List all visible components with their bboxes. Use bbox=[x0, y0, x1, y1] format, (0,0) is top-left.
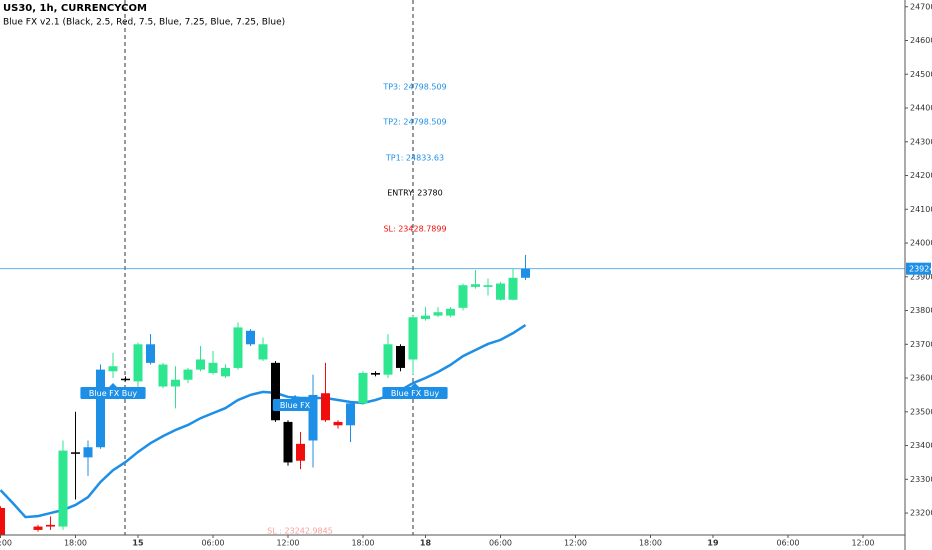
y-tick-label: 23900 bbox=[910, 272, 932, 281]
x-tick-label: 06:00 bbox=[776, 539, 799, 548]
x-tick-label: 12:00 bbox=[564, 539, 587, 548]
y-tick-label: 24400 bbox=[910, 104, 932, 113]
candle-body bbox=[508, 277, 518, 300]
y-tick-label: 24700 bbox=[910, 2, 932, 11]
candle-body bbox=[258, 344, 268, 360]
candle-body bbox=[0, 507, 5, 535]
candle-body bbox=[133, 344, 143, 382]
y-tick-label: 23300 bbox=[910, 475, 932, 484]
candle-body bbox=[371, 372, 380, 375]
candle-body bbox=[358, 372, 368, 404]
x-tick-label: 18:00 bbox=[639, 539, 662, 548]
x-tick-label: 18:00 bbox=[351, 539, 374, 548]
candle-body bbox=[96, 369, 105, 448]
candle-body bbox=[33, 526, 43, 530]
x-tick-label: 06:00 bbox=[489, 539, 512, 548]
candle-body bbox=[408, 317, 418, 360]
candle-body bbox=[146, 344, 155, 363]
candle-body bbox=[158, 364, 168, 387]
candle-body bbox=[333, 421, 343, 426]
candle-body bbox=[58, 450, 68, 527]
candle-body bbox=[246, 330, 255, 345]
annotation: TP3: 24798.509 bbox=[382, 83, 446, 92]
y-tick-label: 24000 bbox=[910, 239, 932, 248]
candle-body bbox=[121, 378, 130, 381]
last-price-label: 23924 bbox=[909, 265, 932, 274]
annotation: TP1: 24833.63 bbox=[385, 154, 444, 163]
x-tick-label: 15 bbox=[132, 539, 144, 548]
y-tick-label: 24300 bbox=[910, 137, 932, 146]
candle-body bbox=[308, 394, 318, 441]
y-tick-label: 23400 bbox=[910, 441, 932, 450]
candle-body bbox=[46, 524, 55, 527]
annotation: ENTRY: 23780 bbox=[387, 189, 442, 198]
candle-body bbox=[321, 393, 330, 421]
candle-body bbox=[271, 362, 280, 421]
y-tick-label: 23700 bbox=[910, 340, 932, 349]
candle-body bbox=[108, 366, 118, 372]
x-tick-label: 19 bbox=[707, 539, 719, 548]
y-tick-label: 24500 bbox=[910, 70, 932, 79]
candle-body bbox=[208, 362, 218, 373]
candle-body bbox=[283, 421, 293, 463]
moving-average bbox=[0, 324, 527, 519]
annotation: TP2: 24798.509 bbox=[382, 118, 446, 127]
y-tick-label: 23500 bbox=[910, 407, 932, 416]
signal-box bbox=[80, 387, 146, 399]
candle-body bbox=[71, 452, 80, 454]
annotation: SL: 23428.7899 bbox=[383, 225, 446, 234]
candle-body bbox=[383, 344, 393, 375]
candle-body bbox=[483, 285, 493, 287]
chart-subtitle: Blue FX v2.1 (Black, 2.5, Red, 7.5, Blue… bbox=[3, 18, 285, 28]
candle-body bbox=[233, 327, 243, 368]
signal-pointer bbox=[411, 383, 419, 387]
x-tick-label: 06:00 bbox=[201, 539, 224, 548]
candle-body bbox=[346, 403, 355, 426]
candle-body bbox=[458, 285, 468, 308]
y-tick-label: 24100 bbox=[910, 205, 932, 214]
last-price-box bbox=[906, 262, 931, 275]
candle-body bbox=[471, 284, 480, 287]
candle-body bbox=[83, 447, 93, 458]
candle-body bbox=[196, 359, 205, 370]
annotation: SL : 23242.9845 bbox=[267, 527, 333, 536]
y-tick-label: 24600 bbox=[910, 36, 932, 45]
y-tick-label: 23600 bbox=[910, 374, 932, 383]
x-tick-label: 18:00 bbox=[64, 539, 87, 548]
candle-body bbox=[296, 443, 305, 461]
signal-label: Blue FX Buy bbox=[391, 389, 439, 398]
candle-body bbox=[433, 312, 443, 316]
x-tick-label: 12:00 bbox=[851, 539, 874, 548]
x-tick-label: 12:00 bbox=[0, 539, 12, 548]
signal-pointer bbox=[291, 395, 299, 399]
candle-body bbox=[221, 367, 230, 377]
signal-label: Blue FX Buy bbox=[89, 389, 137, 398]
candle-body bbox=[171, 379, 180, 387]
candle-body bbox=[396, 345, 405, 368]
candle-body bbox=[496, 283, 505, 300]
candle-body bbox=[446, 308, 455, 316]
signal-pointer bbox=[109, 383, 117, 387]
candle-body bbox=[421, 315, 430, 319]
y-tick-label: 24200 bbox=[910, 171, 932, 180]
chart-title: US30, 1h, CURRENCYCOM bbox=[3, 3, 147, 14]
y-tick-label: 23200 bbox=[910, 509, 932, 518]
candle-body bbox=[521, 268, 530, 278]
candle-body bbox=[183, 369, 193, 380]
price-axis-bg bbox=[905, 0, 932, 550]
signal-box bbox=[272, 399, 318, 411]
x-tick-label: 12:00 bbox=[276, 539, 299, 548]
signal-label: Blue FX bbox=[280, 401, 311, 410]
x-tick-label: 18 bbox=[420, 539, 432, 548]
signal-box bbox=[382, 387, 448, 399]
y-tick-label: 23800 bbox=[910, 306, 932, 315]
